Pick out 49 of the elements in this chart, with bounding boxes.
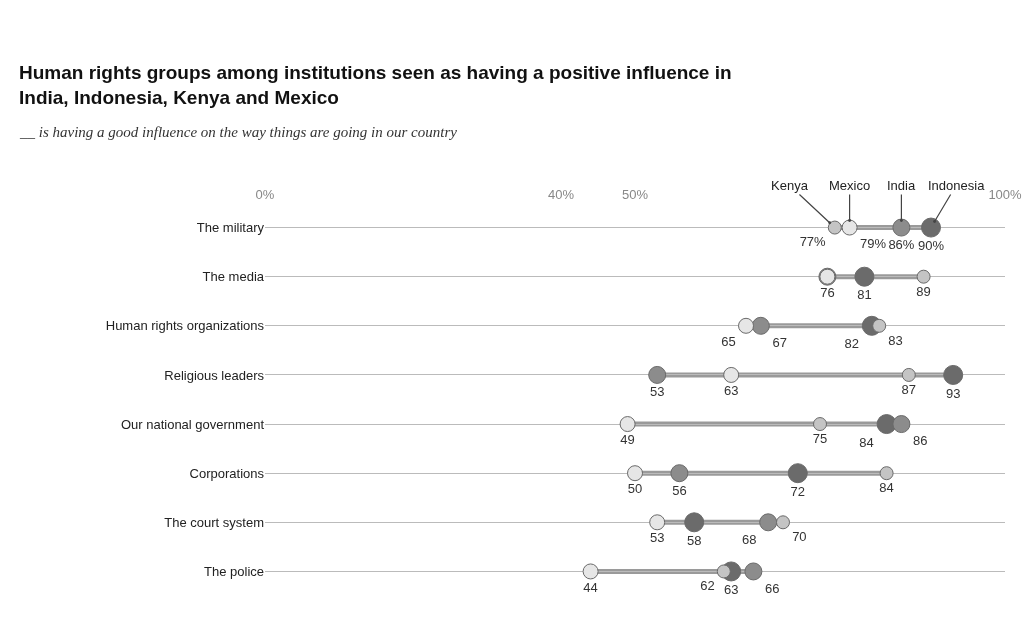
data-label: 63 — [723, 582, 739, 598]
y-tick-label: Human rights organizations — [105, 318, 265, 334]
data-label: 70 — [792, 529, 807, 545]
data-label: 81 — [857, 287, 872, 303]
y-tick-label: The media — [202, 269, 265, 285]
text: Kenya — [771, 178, 809, 193]
data-label: 63 — [723, 383, 739, 399]
data-label: 75 — [812, 430, 828, 446]
data-label: 87 — [901, 381, 917, 397]
data-label: 93 — [945, 385, 961, 401]
data-label: 65 — [721, 333, 736, 349]
data-label: 89 — [916, 283, 931, 299]
y-tick-label: The court system — [164, 514, 264, 530]
y-tick-label: The military — [196, 220, 265, 236]
x-tick-label: 40% — [547, 187, 575, 203]
data-label: 50 — [627, 481, 643, 497]
y-tick-label: Our national government — [120, 416, 265, 432]
x-tick-label: 0% — [255, 187, 275, 203]
data-label: 53 — [649, 530, 665, 546]
data-label: 56 — [672, 482, 687, 498]
data-label: 58 — [686, 532, 702, 548]
data-label: 68 — [742, 531, 757, 547]
data-label: 86 — [913, 433, 928, 449]
data-label: 77% — [799, 234, 827, 250]
data-label: 72 — [790, 483, 806, 499]
data-label: 90% — [917, 238, 945, 254]
x-tick-label: 50% — [621, 187, 649, 203]
x-tick-label: 100% — [988, 187, 1023, 203]
y-tick-label: The police — [204, 563, 264, 579]
text: Mexico — [829, 178, 871, 193]
data-label: 66 — [765, 580, 780, 596]
data-label: 83 — [888, 332, 903, 348]
data-label: 82 — [844, 336, 859, 352]
y-tick-label: Corporations — [189, 465, 265, 481]
data-label: 86% — [888, 236, 915, 252]
series-label: Indonesia — [928, 178, 986, 193]
data-label: 79% — [859, 235, 887, 251]
data-label: 44 — [583, 579, 598, 595]
chart-subtitle: __ is having a good influence on the way things are going in our country — [19, 124, 458, 140]
data-label: 62 — [700, 578, 715, 594]
y-tick-label: Religious leaders — [164, 367, 265, 383]
data-label: 84 — [859, 434, 874, 450]
text: India — [887, 178, 916, 193]
data-label: 49 — [620, 432, 635, 448]
data-label: 76 — [820, 284, 835, 300]
chart-title: Human rights groups among institutions seen as having a positive influence in India, Indonesia, Kenya and Mexico — [19, 62, 732, 108]
data-label: 84 — [879, 480, 894, 496]
data-label: 67 — [772, 335, 787, 351]
data-label: 53 — [649, 384, 665, 400]
